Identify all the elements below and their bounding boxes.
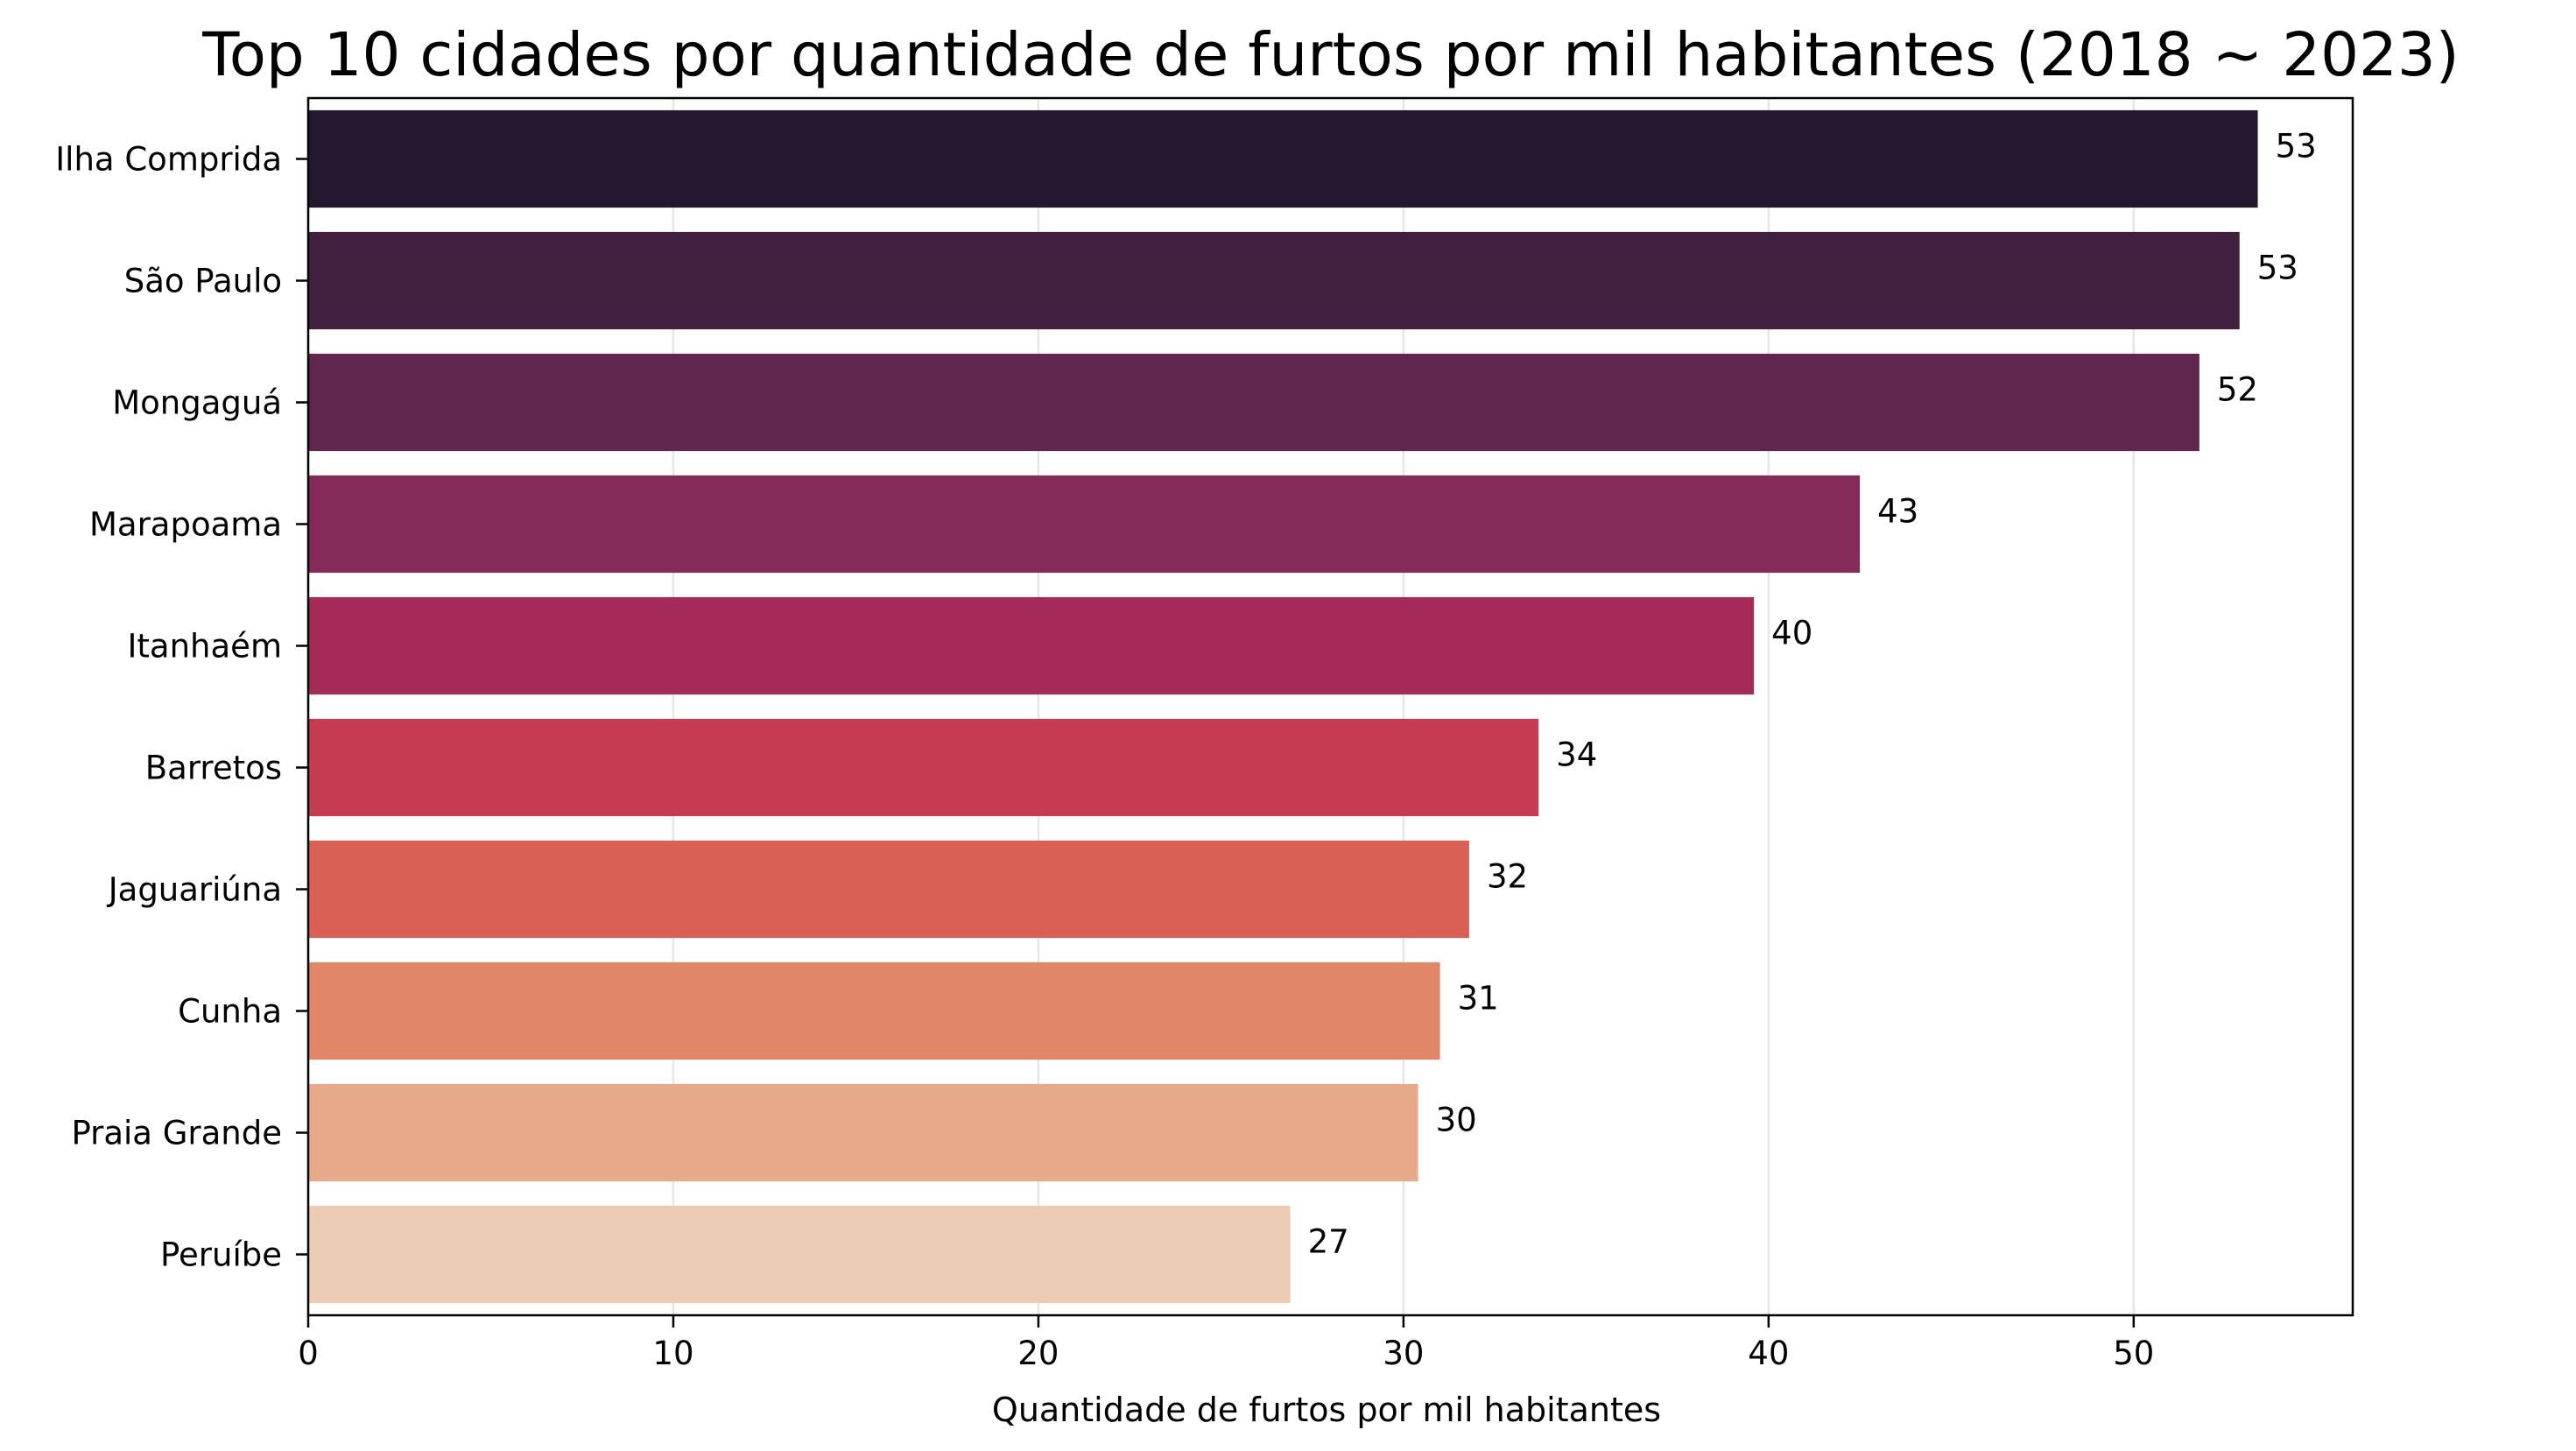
data-label: 53 <box>2276 128 2317 166</box>
bar <box>308 1083 1418 1182</box>
y-tick-label: Barretos <box>145 750 282 787</box>
x-axis-label: Quantidade de furtos por mil habitantes <box>992 1391 1661 1429</box>
y-tick-label: Mongaguá <box>112 384 282 422</box>
x-tick-label: 40 <box>1748 1335 1789 1372</box>
data-label: 30 <box>1436 1102 1477 1139</box>
bar <box>308 353 2199 452</box>
bar <box>308 718 1539 817</box>
data-label: 52 <box>2217 371 2258 409</box>
y-axis-ticks: Ilha Comprida São Paulo Mongaguá Marapoama I… <box>55 141 308 1274</box>
bars: 53 53 52 43 40 34 32 31 30 27 <box>308 109 2317 1304</box>
x-tick-label: 10 <box>652 1335 693 1372</box>
bar <box>308 109 2258 208</box>
data-label: 40 <box>1771 615 1812 652</box>
data-label: 31 <box>1458 980 1499 1018</box>
y-tick-label: Ilha Comprida <box>55 141 282 179</box>
x-tick-label: 20 <box>1017 1335 1059 1372</box>
bar <box>308 961 1440 1060</box>
bar <box>308 1205 1291 1304</box>
y-tick-label: Itanhaém <box>128 628 282 666</box>
y-tick-label: Marapoama <box>89 506 282 544</box>
plot-frame <box>306 96 2354 1317</box>
data-label: 27 <box>1308 1223 1349 1261</box>
bar <box>308 231 2240 330</box>
bar <box>308 840 1469 939</box>
y-tick-label: Peruíbe <box>160 1236 282 1274</box>
x-axis-ticks: 0 10 20 30 40 50 <box>298 1315 2154 1372</box>
x-tick-label: 0 <box>298 1335 319 1372</box>
x-tick-label: 50 <box>2113 1335 2154 1372</box>
data-label: 32 <box>1487 858 1528 896</box>
y-tick-label: Cunha <box>178 993 282 1031</box>
data-label: 34 <box>1556 736 1597 774</box>
y-tick-label: São Paulo <box>124 263 282 300</box>
bar <box>308 596 1755 695</box>
data-label: 43 <box>1877 493 1918 531</box>
y-tick-label: Praia Grande <box>71 1115 282 1152</box>
y-tick-label: Jaguariúna <box>107 871 282 909</box>
data-label: 53 <box>2257 250 2298 287</box>
bar <box>308 475 1861 574</box>
x-tick-label: 30 <box>1383 1335 1424 1372</box>
chart-title: Top 10 cidades por quantidade de furtos … <box>201 20 2459 90</box>
